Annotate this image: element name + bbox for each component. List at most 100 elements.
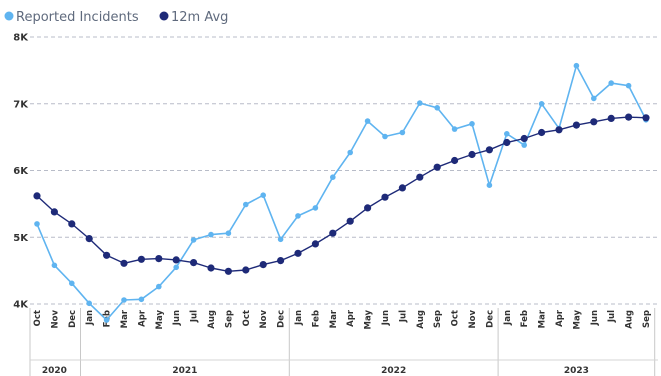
data-point-reported-incidents: [225, 230, 232, 236]
x-tick-label: Nov: [50, 310, 60, 329]
data-point-12m-avg: [259, 261, 267, 269]
legend-label-reported-incidents: Reported Incidents: [16, 10, 139, 25]
data-point-12m-avg: [120, 259, 128, 267]
data-point-reported-incidents: [208, 231, 214, 238]
data-point-reported-incidents: [538, 101, 545, 107]
data-point-reported-incidents: [625, 82, 632, 89]
data-point-12m-avg: [207, 264, 215, 272]
data-point-12m-avg: [294, 249, 302, 257]
data-point-12m-avg: [311, 240, 319, 248]
x-tick-label: Dec: [485, 310, 495, 328]
x-tick-label: Mar: [120, 309, 130, 328]
data-point-12m-avg: [277, 257, 285, 265]
year-label: 2022: [381, 366, 406, 376]
y-tick-label: 6K: [13, 166, 29, 177]
data-point-reported-incidents: [591, 95, 597, 102]
data-point-reported-incidents: [312, 205, 319, 211]
data-point-12m-avg: [538, 128, 546, 137]
data-point-reported-incidents: [190, 237, 197, 243]
data-point-reported-incidents: [399, 129, 406, 136]
data-point-12m-avg: [572, 121, 581, 129]
data-point-12m-avg: [503, 138, 511, 147]
x-tick-label: Apr: [555, 309, 565, 327]
data-point-reported-incidents: [469, 121, 475, 127]
data-point-reported-incidents: [608, 80, 614, 86]
x-tick-label: Jul: [607, 310, 617, 323]
x-tick-label: May: [572, 310, 582, 330]
x-tick-label: Apr: [346, 309, 356, 327]
data-point-12m-avg: [103, 251, 111, 259]
x-tick-label: May: [155, 310, 165, 330]
data-point-12m-avg: [224, 267, 232, 275]
data-point-12m-avg: [50, 208, 59, 216]
data-point-12m-avg: [137, 255, 145, 263]
chart-legend[interactable]: Reported Incidents 12m Avg: [4, 10, 229, 25]
x-tick-label: Jan: [85, 310, 95, 326]
x-tick-label: Dec: [277, 310, 287, 328]
x-tick-label: Mar: [329, 309, 339, 328]
data-point-reported-incidents: [451, 126, 458, 132]
year-label: 2021: [172, 366, 197, 376]
data-point-reported-incidents: [504, 131, 510, 137]
data-point-12m-avg: [242, 266, 250, 274]
data-point-12m-avg: [85, 235, 93, 243]
y-axis: 4K 5K 6K 7K 8K: [13, 33, 29, 311]
y-tick-label: 4K: [13, 300, 29, 311]
data-point-reported-incidents: [295, 213, 301, 219]
series-line-reported-incidents: [36, 64, 647, 321]
x-tick-label: Jan: [503, 310, 513, 326]
data-point-reported-incidents: [260, 192, 267, 198]
data-point-12m-avg: [416, 173, 424, 181]
x-tick-label: Jun: [381, 310, 391, 326]
x-tick-label: Jul: [190, 310, 200, 323]
x-tick-label: Oct: [33, 310, 43, 326]
data-point-12m-avg: [381, 193, 389, 201]
data-point-12m-avg: [329, 229, 337, 237]
data-point-12m-avg: [190, 259, 198, 267]
y-tick-label: 8K: [13, 33, 29, 44]
data-point-12m-avg: [590, 118, 598, 126]
data-point-reported-incidents: [173, 264, 179, 271]
data-point-12m-avg: [433, 163, 441, 171]
data-point-reported-incidents: [86, 300, 92, 307]
x-tick-label: Feb: [311, 310, 321, 327]
data-point-12m-avg: [398, 184, 406, 192]
data-point-reported-incidents: [364, 118, 371, 124]
year-label: 2020: [42, 366, 67, 376]
data-point-12m-avg: [555, 126, 563, 134]
series-line-12m-avg: [36, 116, 647, 272]
data-point-12m-avg: [346, 217, 354, 225]
x-axis: Oct Nov Dec Jan Feb Mar Apr May Jun Jul Aug Sep Oct N…: [29, 308, 658, 376]
x-tick-label: Sep: [642, 310, 652, 328]
data-point-reported-incidents: [156, 283, 162, 290]
data-point-reported-incidents: [417, 100, 423, 106]
data-point-reported-incidents: [277, 236, 284, 243]
data-point-reported-incidents: [51, 262, 58, 269]
legend-marker-reported-incidents: [4, 11, 14, 21]
data-point-reported-incidents: [103, 317, 110, 323]
x-tick-label: Jan: [294, 310, 304, 326]
x-tick-label: Aug: [207, 310, 217, 329]
x-tick-label: Mar: [538, 309, 548, 328]
data-point-12m-avg: [68, 220, 76, 228]
x-tick-label: Jun: [172, 310, 182, 326]
legend-marker-12m-avg: [159, 11, 169, 21]
plot-area: [33, 62, 650, 323]
y-tick-label: 7K: [13, 99, 29, 110]
data-point-12m-avg: [364, 204, 372, 212]
y-tick-label: 5K: [13, 233, 29, 244]
x-tick-label: Jul: [398, 310, 408, 323]
data-point-reported-incidents: [521, 142, 527, 148]
data-point-reported-incidents: [486, 182, 493, 188]
data-point-reported-incidents: [330, 174, 336, 180]
x-tick-label: Oct: [451, 310, 461, 326]
x-tick-label: Aug: [416, 310, 426, 329]
x-tick-label: Dec: [68, 310, 78, 328]
data-point-12m-avg: [33, 192, 41, 200]
x-tick-label: Nov: [259, 310, 269, 329]
x-tick-label: Apr: [137, 309, 147, 327]
year-label: 2023: [564, 366, 589, 376]
data-point-reported-incidents: [347, 149, 354, 156]
legend-label-12m-avg: 12m Avg: [171, 10, 228, 25]
